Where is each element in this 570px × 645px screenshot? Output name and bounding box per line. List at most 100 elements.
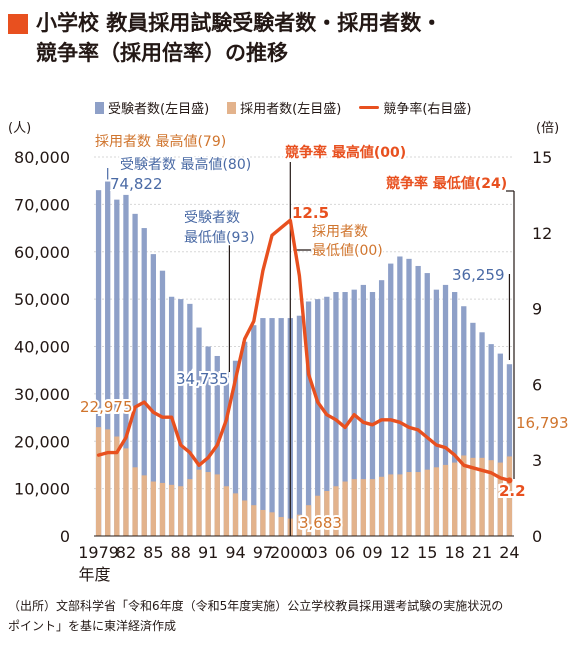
bar-hires: [424, 469, 430, 536]
x-tick-label: 82: [116, 543, 136, 562]
x-tick-label: 88: [171, 543, 191, 562]
chart-legend: 受験者数(左目盛) 採用者数(左目盛) 競争率(右目盛): [95, 98, 471, 117]
bar-applicants: [369, 292, 376, 536]
bar-applicants: [333, 292, 339, 536]
y-left-tick-label: 60,000: [14, 243, 70, 262]
source-note: （出所）文部科学省「令和6年度（令和5年度実施）公立学校教員採用選考試験の実施状…: [8, 596, 564, 636]
y-left-unit: (人): [8, 121, 31, 136]
bar-applicants: [442, 284, 449, 536]
y-left-tick-label: 50,000: [14, 290, 70, 309]
bar-applicants: [388, 263, 394, 536]
annotation-label: 競争率 最低値(24): [386, 175, 507, 192]
bar-hires: [205, 472, 211, 536]
ratio-endpoint-marker: [506, 477, 513, 484]
source-line2: ポイント」を基に東洋経済作成: [8, 619, 177, 633]
bar-applicants: [242, 341, 248, 536]
y-left-tick-label: 80,000: [14, 148, 70, 167]
bar-applicants: [378, 280, 385, 536]
y-left-tick-label: 10,000: [14, 480, 70, 499]
bar-applicants: [278, 318, 284, 536]
bar-hires: [305, 505, 312, 536]
bar-applicants: [150, 254, 156, 536]
bar-hires: [187, 479, 193, 536]
bar-hires: [251, 505, 257, 536]
y-right-tick-label: 15: [532, 148, 552, 167]
y-left-tick-label: 30,000: [14, 385, 70, 404]
bar-hires: [168, 484, 175, 536]
legend-label-applicants: 受験者数(左目盛): [108, 102, 210, 117]
annotation-label: 採用者数 最高値(79): [95, 133, 226, 150]
bar-hires: [223, 486, 230, 536]
bar-applicants: [315, 299, 321, 536]
y-left-tick-label: 0: [60, 527, 70, 546]
chart-plot: 0 10,000 20,000 30,000 40,000 50,000 60,000 70,…: [8, 121, 570, 584]
bar-hires: [278, 517, 284, 536]
bar-hires: [342, 481, 348, 536]
x-tick-label: 2000: [270, 543, 311, 562]
annotation-label: 受験者数 最高値(80): [120, 156, 251, 173]
bar-hires: [378, 476, 385, 536]
bar-applicants: [187, 303, 193, 536]
bar-hires: [406, 472, 412, 536]
legend-label-hires: 採用者数(左目盛): [240, 102, 342, 117]
legend-swatch-ratio: [359, 106, 380, 109]
y-right-tick-label: 0: [532, 527, 542, 546]
y-right-tick-label: 3: [532, 451, 542, 470]
annotation-label: 最低値(00): [312, 243, 383, 259]
bar-hires: [415, 472, 421, 536]
bar-hires: [452, 462, 458, 536]
bar-hires: [461, 455, 467, 536]
bar-applicants: [159, 270, 166, 536]
annotation-label: 12.5: [292, 204, 329, 222]
bar-applicants: [406, 258, 412, 536]
bar-hires: [296, 514, 303, 536]
bar-applicants: [296, 315, 303, 536]
x-tick-label: 03: [308, 543, 328, 562]
bar-applicants: [251, 325, 257, 536]
bar-hires: [351, 479, 357, 536]
bar-applicants: [415, 265, 421, 536]
x-tick-label: 24: [499, 543, 519, 562]
x-tick-label: 94: [225, 543, 245, 562]
legend-swatch-applicants: [95, 101, 104, 114]
y-left-tick-label: 20,000: [14, 432, 70, 451]
annotation-label: 3,683: [299, 514, 342, 532]
legend-item-applicants: 受験者数(左目盛): [95, 98, 209, 117]
bar-hires: [488, 460, 494, 536]
bar-hires: [242, 500, 248, 536]
annotation-label: 36,259: [452, 266, 505, 284]
y-left-tick-label: 40,000: [14, 338, 70, 357]
annotation-label: 最低値(93): [184, 230, 255, 246]
chart-title-line1: 小学校 教員採用試験受験者数・採用者数・: [36, 11, 443, 35]
bar-applicants: [269, 318, 275, 536]
bar-applicants: [488, 344, 494, 536]
bar-hires: [95, 427, 102, 536]
bar-hires: [150, 481, 156, 536]
x-tick-label: 85: [143, 543, 163, 562]
bar-hires: [497, 462, 503, 536]
bar-hires: [442, 464, 449, 536]
x-tick-label: 18: [444, 543, 464, 562]
bar-applicants: [95, 190, 102, 536]
bar-hires: [433, 467, 440, 536]
annotation-label: 34,735: [176, 370, 229, 388]
bar-applicants: [479, 332, 485, 536]
bar-applicants: [424, 273, 430, 536]
title-accent-square: [8, 14, 28, 34]
annotation-label: 競争率 最高値(00): [285, 144, 406, 161]
legend-swatch-hires: [227, 101, 237, 114]
bar-hires: [141, 475, 147, 536]
bar-applicants: [342, 292, 348, 536]
bar-hires: [269, 512, 275, 536]
bar-hires: [132, 467, 138, 536]
x-tick-label: 09: [362, 543, 382, 562]
bar-applicants: [196, 327, 202, 536]
bar-hires: [369, 479, 376, 536]
bar-hires: [506, 456, 513, 536]
bar-applicants: [360, 284, 366, 536]
bar-applicants: [452, 292, 458, 536]
bar-applicants: [132, 213, 138, 536]
bar-hires: [232, 493, 239, 536]
bar-hires: [397, 474, 403, 536]
bar-hires: [196, 469, 202, 536]
